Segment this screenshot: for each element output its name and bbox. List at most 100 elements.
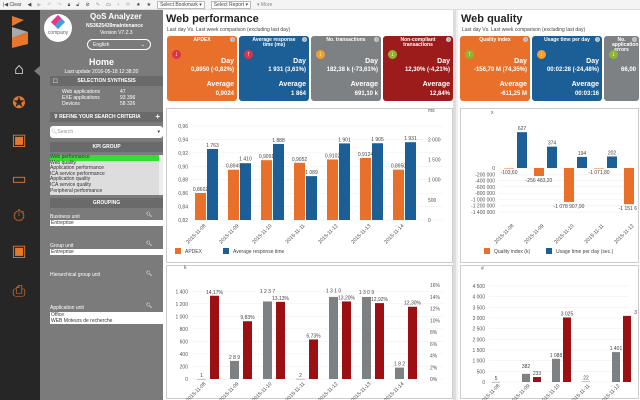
- select-bookmark-dropdown[interactable]: Select Bookmark ▾: [157, 0, 205, 9]
- day-value: 0,8950 (-0,82%): [190, 67, 234, 73]
- kpi-group-item-selected[interactable]: Web performance: [50, 154, 163, 161]
- x-tick-label: 2015-11-12: [599, 383, 621, 400]
- stat-value: 58 326: [120, 101, 136, 107]
- x-tick-label: 2015-11-08: [493, 223, 515, 245]
- application-unit-item[interactable]: WEB Moteurs de recherche: [51, 318, 113, 324]
- search-input[interactable]: 🔍︎Search ▾: [50, 126, 163, 138]
- home-icon[interactable]: ⌂: [14, 61, 24, 78]
- screen-icon[interactable]: ▭: [105, 1, 111, 8]
- y-left-tick-label: 0: [492, 166, 495, 172]
- search-placeholder: Search: [57, 129, 74, 135]
- business-unit-value[interactable]: Entreprise: [50, 220, 163, 226]
- help-icon[interactable]: ?: [446, 37, 451, 42]
- kpi-group-item[interactable]: Web quality: [50, 159, 77, 166]
- help-icon[interactable]: ?: [595, 37, 600, 42]
- undo-icon[interactable]: ↶: [47, 1, 52, 8]
- kpi-group-item[interactable]: ICA service performance: [50, 170, 105, 177]
- bar: [405, 142, 416, 220]
- clear-selections-icon[interactable]: ⊘: [85, 1, 90, 8]
- x-tick-label: 2015-11-13: [350, 223, 372, 245]
- data-label: -256 483,20: [526, 178, 553, 184]
- web-quality-chart-panel: [460, 108, 639, 263]
- trend-down-icon: ↓: [316, 50, 325, 59]
- y-left-tick-label: 600: [180, 339, 189, 345]
- web-performance-kpi-card[interactable]: APDEX Day 0,8950 (-0,82%) Average 0,9024? ↓: [167, 36, 237, 101]
- data-label: -1 078 907,90: [554, 204, 585, 210]
- help-icon[interactable]: ?: [230, 37, 235, 42]
- back-icon[interactable]: ◀: [27, 1, 32, 8]
- help-icon[interactable]: ?: [374, 37, 379, 42]
- bar: [276, 301, 285, 379]
- selection-icon: ⬚: [53, 78, 58, 84]
- help-icon[interactable]: ?: [302, 37, 307, 42]
- forward-icon[interactable]: ▶: [37, 1, 42, 8]
- y-left-tick-label: 0,86: [178, 191, 188, 197]
- edit-icon[interactable]: ✎: [95, 1, 100, 8]
- language-select[interactable]: English ⌄: [87, 39, 151, 50]
- bar: [230, 360, 239, 379]
- kpi-group-item[interactable]: Peripheral performance: [50, 187, 103, 194]
- kpi-group-item[interactable]: ICA service quality: [50, 181, 92, 188]
- globe-icon[interactable]: ✪: [12, 95, 26, 112]
- web-performance-kpi-card[interactable]: Average response time (ms) Day 1 931 (3,61…: [239, 36, 309, 101]
- data-label: 13,13%: [272, 296, 290, 302]
- kpi-group-item[interactable]: Application performance: [50, 165, 104, 172]
- add-icon[interactable]: +: [116, 1, 120, 8]
- bookmark-add-icon[interactable]: ★: [136, 1, 141, 8]
- redo-icon[interactable]: ↷: [57, 1, 62, 8]
- select-report-label: Select Report: [213, 1, 245, 8]
- download-window-icon[interactable]: ⎙: [12, 283, 26, 300]
- bar: [243, 321, 252, 379]
- bar: [552, 358, 560, 382]
- kpi-group-item[interactable]: Application quality: [50, 176, 91, 183]
- web-performance-kpi-card[interactable]: No. transactions Day 182,38 k (-73,61%) Ave…: [311, 36, 381, 101]
- data-label: 12,92%: [371, 297, 389, 303]
- business-unit-search-icon[interactable]: 🔍︎: [146, 212, 153, 218]
- day-value: 66,00: [620, 67, 636, 73]
- stopwatch-icon[interactable]: ⏱︎: [12, 208, 26, 225]
- web-quality-kpi-card[interactable]: Quality index Day -156,79 M (74,35%) Averag…: [460, 36, 530, 101]
- x-tick-label: 2015-11-12: [317, 223, 339, 245]
- legend-label: APDEX: [185, 249, 203, 255]
- web-quality-kpi-card[interactable]: No. application errors 66,00? ↓: [604, 36, 639, 101]
- lock-icon[interactable]: 🔒︎: [67, 1, 71, 8]
- sidebar: company QoS Analyzer NS3625439maintenanc…: [40, 10, 163, 400]
- hierarchical-search-icon[interactable]: 🔍︎: [146, 271, 153, 277]
- application-unit-search-icon[interactable]: 🔍︎: [146, 303, 153, 309]
- select-report-dropdown[interactable]: Select Report ▾: [210, 0, 251, 9]
- data-label: 1 8 2: [394, 362, 405, 368]
- plus-icon[interactable]: +: [155, 112, 160, 121]
- monitor-icon[interactable]: ▭: [11, 171, 27, 188]
- help-icon[interactable]: ?: [632, 37, 637, 42]
- y-left-tick-label: 0: [482, 380, 485, 386]
- chevron-down-icon: ⌄: [140, 42, 145, 48]
- help-icon[interactable]: ?: [523, 37, 528, 42]
- web-quality-kpi-card[interactable]: Usage time per day Day 00:02:28 (-24,48%) A…: [532, 36, 602, 101]
- bookmark-icon[interactable]: ★: [146, 1, 152, 8]
- application-unit-list[interactable]: Office WEB Moteurs de recherche: [50, 312, 163, 324]
- terminal-window-icon[interactable]: ▣: [11, 132, 27, 149]
- group-unit-search-icon[interactable]: 🔍︎: [146, 241, 153, 247]
- application-unit-item[interactable]: Office: [51, 312, 64, 318]
- clear-button[interactable]: |◀ Clear: [3, 1, 22, 8]
- legend-label: Quality index (k): [494, 249, 530, 255]
- data-label: 2: [299, 373, 302, 379]
- card-title: No. application errors: [612, 37, 639, 53]
- refine-search-header[interactable]: ⊽ REFINE YOUR SEARCH CRITERIA +: [50, 112, 163, 122]
- web-performance-kpi-card[interactable]: Non-compliant transactions Day 12,30% (-4,…: [383, 36, 453, 101]
- y-left-tick-label: 3 500: [472, 305, 485, 311]
- x-tick-label: 2015-11-08: [185, 223, 207, 245]
- kpi-list-scrollbar[interactable]: [159, 155, 163, 195]
- monitor-settings-icon[interactable]: ▣: [11, 243, 27, 260]
- y-right-tick-label: 6%: [430, 342, 438, 348]
- day-label: Day: [514, 58, 527, 65]
- tools-icon[interactable]: ⚒: [125, 1, 131, 8]
- y-right-tick-label: 2%: [430, 365, 438, 371]
- kpi-group-list[interactable]: Web performance Web quality Application …: [50, 154, 163, 195]
- legend-swatch: [546, 248, 552, 254]
- unlock-icon[interactable]: 🔓︎: [76, 1, 80, 8]
- more-button[interactable]: ▾ More: [256, 1, 273, 8]
- group-unit-value[interactable]: Entreprise: [50, 249, 163, 255]
- day-value: 1 931 (3,61%): [268, 67, 306, 73]
- toolbar: |◀ Clear ◀ ▶ ↶ ↷ 🔒︎ 🔓︎ ⊘ ✎ ▭ + ⚒ ★ ★ Sel…: [0, 0, 640, 10]
